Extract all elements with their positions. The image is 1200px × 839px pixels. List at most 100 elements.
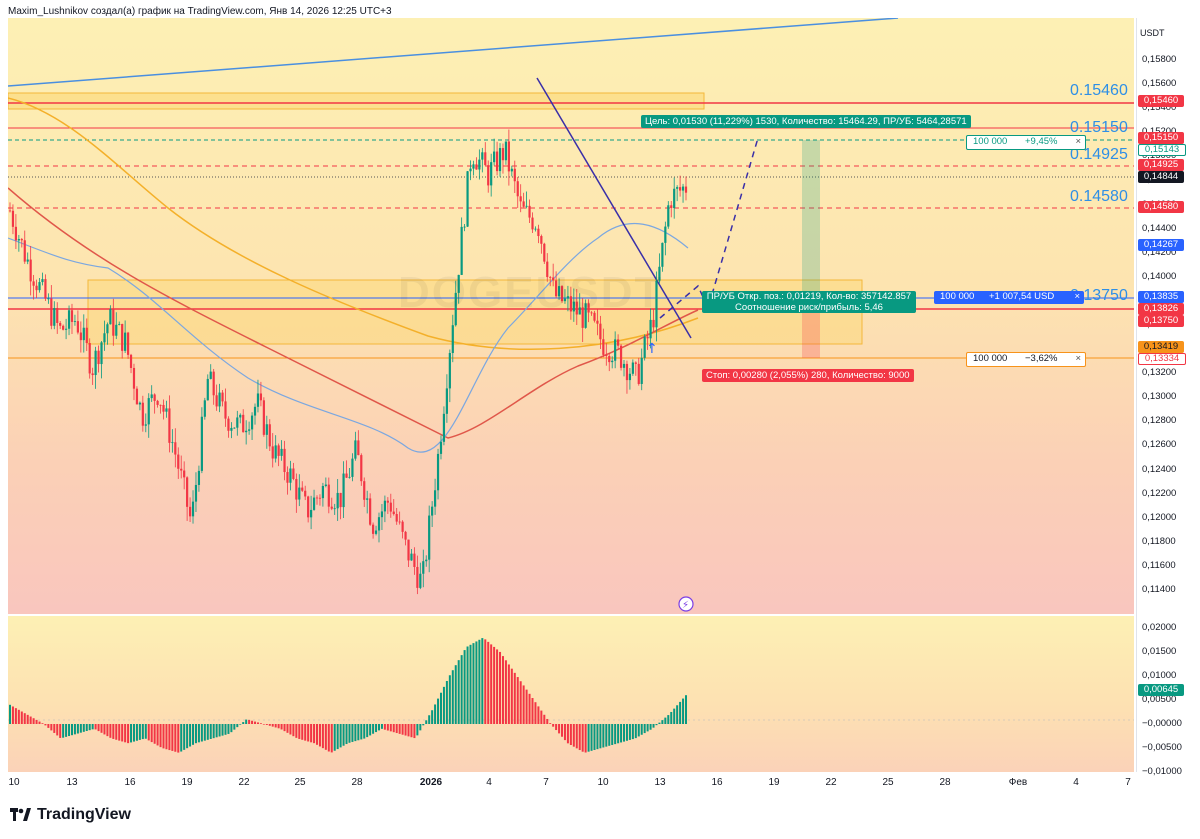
candle-body <box>73 321 77 322</box>
tradingview-logo-icon <box>10 808 31 821</box>
candle-body <box>20 239 23 241</box>
candle-body <box>357 440 360 456</box>
histogram-bar <box>525 689 528 724</box>
sl-order-box[interactable]: 100 000 −3,62% × <box>966 352 1086 367</box>
candle-body <box>522 201 525 207</box>
price-label: 0,13334 <box>1138 352 1186 365</box>
stop-info-label[interactable]: Стоп: 0,00280 (2,055%) 280, Количество: … <box>702 369 914 382</box>
tp-order-box[interactable]: 100 000 +9,45% × <box>966 135 1086 150</box>
histogram-bar <box>82 724 85 732</box>
candle-body <box>168 408 171 443</box>
histogram-bar <box>141 724 144 740</box>
histogram-bar <box>555 724 558 731</box>
histogram-bar <box>575 724 578 749</box>
candle-body <box>233 427 236 429</box>
candle-body <box>575 301 578 315</box>
candle-body <box>342 473 345 508</box>
histogram-bar <box>209 724 212 739</box>
candle-body <box>194 484 198 502</box>
candle-body <box>106 324 109 334</box>
x-tick-label: 22 <box>825 777 837 788</box>
histogram-bar <box>460 655 463 724</box>
histogram-bar <box>183 724 186 750</box>
candle-body <box>144 424 147 426</box>
histogram-bar <box>431 710 434 724</box>
x-tick-label: 4 <box>1073 777 1079 788</box>
histogram-bar <box>159 724 162 748</box>
candle-body <box>315 497 319 499</box>
histogram-bar <box>451 670 454 724</box>
histogram-bar <box>94 724 97 730</box>
histogram-bar <box>410 724 413 738</box>
position-order-box[interactable]: 100 000 +1 007,54 USD × <box>934 291 1084 304</box>
target-info-label[interactable]: Цель: 0,01530 (11,229%) 1530, Количество… <box>641 115 971 128</box>
level-label-13750: 0.13750 <box>1070 287 1128 304</box>
candle-body <box>407 539 410 561</box>
candle-body <box>673 188 676 209</box>
candle-body <box>546 261 549 278</box>
candle-body <box>188 506 192 517</box>
histogram-bar <box>138 724 141 740</box>
candle-body <box>410 553 413 561</box>
histogram-bar <box>298 724 301 739</box>
close-sl-icon[interactable]: × <box>1075 353 1081 364</box>
price-label: 0,13419 <box>1138 340 1184 353</box>
candle-body <box>53 308 56 326</box>
histogram-bar <box>673 708 676 724</box>
histogram-bar <box>262 724 265 725</box>
histogram-bar <box>501 656 504 724</box>
histogram-bar <box>372 724 375 734</box>
histogram-bar <box>321 724 324 749</box>
candle-body <box>463 226 466 228</box>
histogram-bar <box>316 724 319 745</box>
candle-body <box>301 487 304 491</box>
y-tick-label: 0,13200 <box>1142 367 1177 379</box>
histogram-bar <box>572 724 575 747</box>
candle-body <box>14 226 18 241</box>
histogram-bar <box>578 724 581 751</box>
histogram-bar <box>236 724 239 728</box>
indicator-y-tick: −0,00500 <box>1142 742 1182 753</box>
histogram-bar <box>144 724 147 739</box>
candle-body <box>537 228 540 237</box>
histogram-bar <box>242 722 245 724</box>
candle-body <box>289 468 292 483</box>
histogram-bar <box>664 717 667 724</box>
histogram-bar <box>224 724 227 735</box>
histogram-bar <box>307 724 310 742</box>
histogram-bar <box>153 724 156 744</box>
candle-body <box>318 497 322 499</box>
price-chart-pane[interactable]: ↑ ⚡ DOGEUSDT <box>8 18 1134 614</box>
candle-body <box>419 573 422 588</box>
candle-body <box>47 298 50 300</box>
histogram-bar <box>26 714 29 724</box>
candle-body <box>209 371 212 379</box>
close-position-icon[interactable]: × <box>1074 291 1080 302</box>
oscillator-pane[interactable] <box>8 616 1134 772</box>
histogram-bar <box>177 724 180 753</box>
tp-pct: +9,45% <box>1025 136 1058 147</box>
candle-body <box>321 485 325 499</box>
candle-body <box>283 448 286 473</box>
candle-body <box>652 319 655 328</box>
position-info-label[interactable]: ПР/УБ Откр. поз.: 0,01219, Кол-во: 35714… <box>702 291 916 313</box>
close-tp-icon[interactable]: × <box>1075 136 1081 147</box>
histogram-bar <box>245 719 248 724</box>
candle-body <box>442 413 446 442</box>
candle-body <box>451 325 454 354</box>
histogram-bar <box>313 724 316 744</box>
candle-body <box>50 298 53 326</box>
candle-body <box>454 292 457 326</box>
candle-body <box>392 511 395 515</box>
histogram-bar <box>97 724 100 732</box>
candle-body <box>377 517 381 531</box>
candle-body <box>256 393 260 407</box>
candle-body <box>504 141 508 161</box>
candle-body <box>59 322 62 326</box>
histogram-bar <box>643 724 646 734</box>
histogram-bar <box>360 724 363 740</box>
histogram-bar <box>259 723 262 724</box>
histogram-bar <box>649 724 652 730</box>
histogram-bar <box>377 724 380 731</box>
y-tick-label: 0,15800 <box>1142 54 1177 65</box>
